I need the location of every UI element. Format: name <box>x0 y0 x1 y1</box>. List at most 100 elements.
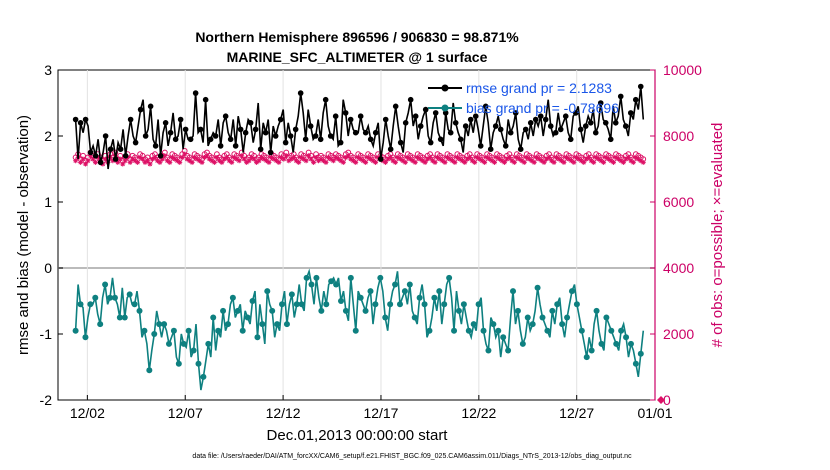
evaluated-point <box>425 156 431 162</box>
evaluated-point <box>323 159 329 165</box>
evaluated-point <box>229 159 235 165</box>
evaluated-point <box>380 158 386 164</box>
bias-point <box>495 327 502 334</box>
evaluated-point <box>511 159 517 165</box>
legend-rmse-marker <box>441 84 449 92</box>
rmse-point <box>632 96 639 103</box>
rmse-point <box>502 143 509 149</box>
evaluated-point <box>563 154 569 160</box>
evaluated-point <box>283 153 289 159</box>
evaluated-point <box>132 158 138 164</box>
right-tick-label: 6000 <box>663 194 694 210</box>
evaluated-point <box>549 158 555 164</box>
evaluated-point <box>596 156 602 162</box>
bias-point <box>323 301 330 308</box>
evaluated-point <box>80 156 86 162</box>
evaluated-point <box>325 154 331 160</box>
rmse-point <box>622 123 629 129</box>
evaluated-point <box>375 154 381 160</box>
rmse-point <box>312 133 319 139</box>
bias-point <box>451 327 458 334</box>
evaluated-point <box>601 159 607 165</box>
bias-point <box>519 340 526 347</box>
rmse-point <box>277 116 284 123</box>
right-tick-label: 2000 <box>663 326 694 342</box>
rmse-point <box>212 133 219 139</box>
evaluated-point <box>442 159 448 165</box>
rmse-point <box>77 120 84 126</box>
evaluated-point <box>487 156 493 162</box>
evaluated-point <box>407 156 413 162</box>
evaluated-point <box>539 158 545 164</box>
bias-point <box>544 327 551 334</box>
chart-title: Northern Hemisphere 896596 / 906830 = 98… <box>195 29 519 45</box>
bias-point <box>244 314 251 321</box>
rmse-point <box>577 126 584 133</box>
rmse-point <box>462 123 469 129</box>
bias-point <box>239 327 246 334</box>
evaluated-point <box>251 156 257 162</box>
evaluated-point <box>444 154 450 160</box>
evaluated-point <box>221 156 227 162</box>
evaluated-point <box>135 159 141 165</box>
bias-point <box>200 373 207 380</box>
bias-point <box>377 274 384 281</box>
evaluated-point <box>400 158 406 164</box>
rmse-point <box>457 136 464 143</box>
evaluated-point <box>350 158 356 164</box>
bias-point <box>372 301 379 308</box>
evaluated-point <box>363 159 369 165</box>
rmse-point <box>142 133 149 139</box>
bias-point <box>618 327 625 334</box>
evaluated-point <box>87 153 93 159</box>
bias-point <box>190 347 197 354</box>
rmse-series <box>72 83 645 170</box>
evaluated-point <box>268 154 274 160</box>
bias-point <box>161 321 168 328</box>
rmse-point <box>137 106 144 113</box>
evaluated-point <box>581 159 587 165</box>
evaluated-point <box>244 159 250 165</box>
bias-point <box>288 291 295 298</box>
evaluated-point <box>179 154 185 160</box>
rmse-point <box>272 133 279 139</box>
rmse-point <box>512 110 519 116</box>
evaluated-point <box>338 158 344 164</box>
x-tick-label: 12/02 <box>70 405 105 421</box>
rmse-point <box>307 123 314 129</box>
bias-point <box>608 327 615 334</box>
rmse-point <box>192 90 199 96</box>
evaluated-point <box>603 154 609 160</box>
bias-point <box>293 301 300 308</box>
rmse-point <box>397 139 404 146</box>
left-axis-label: rmse and bias (model - observation) <box>15 115 32 355</box>
bias-point <box>342 307 349 314</box>
evaluated-point <box>152 154 158 160</box>
evaluated-point <box>576 156 582 162</box>
rmse-point <box>92 153 99 159</box>
bias-point <box>146 367 153 374</box>
left-tick-label: 2 <box>44 128 52 144</box>
right-tick-label: 4000 <box>663 260 694 276</box>
left-tick-label: 3 <box>44 62 52 78</box>
evaluated-point <box>261 156 267 162</box>
evaluated-point <box>390 158 396 164</box>
evaluated-point <box>293 158 299 164</box>
x-tick-label: 12/12 <box>266 405 301 421</box>
evaluated-point <box>417 156 423 162</box>
bias-point <box>637 350 644 357</box>
rmse-point <box>287 133 294 139</box>
rmse-point <box>97 159 104 166</box>
evaluated-point <box>536 156 542 162</box>
bias-point <box>338 298 345 304</box>
rmse-point <box>82 116 89 123</box>
x-tick-label: 12/07 <box>168 405 203 421</box>
evaluated-point <box>90 156 96 162</box>
bias-point <box>514 307 521 314</box>
rmse-point <box>562 113 569 119</box>
rmse-point <box>152 143 159 149</box>
rmse-point <box>407 96 414 103</box>
evaluated-point <box>496 156 502 162</box>
x-tick-label: 12/17 <box>363 405 398 421</box>
evaluated-point <box>117 156 123 162</box>
